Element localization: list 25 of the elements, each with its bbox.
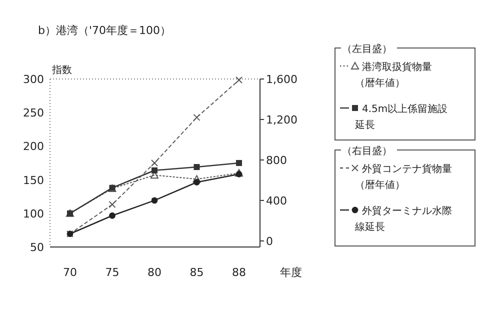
y2-tick-label: 1,600 xyxy=(266,73,298,86)
y-axis-title: 指数 xyxy=(51,64,72,76)
x-tick-label: 75 xyxy=(105,266,120,279)
x-axis-title: 年度 xyxy=(280,266,302,279)
y2-tick-label: 1,200 xyxy=(266,113,298,126)
y-tick-label: 200 xyxy=(23,140,44,154)
y-tick-label: 150 xyxy=(23,174,44,187)
x-tick-label: 70 xyxy=(63,266,77,279)
legend-label: 港湾取扱貨物量（暦年値） xyxy=(355,61,432,89)
legend-label: 外貿コンテナ貨物量（暦年値） xyxy=(355,163,452,191)
y-tick-label: 300 xyxy=(23,73,44,86)
text: （左目盛） xyxy=(342,43,392,55)
y-tick-label: 100 xyxy=(23,207,44,220)
y-tick-label: 250 xyxy=(23,106,44,120)
y2-tick-label: 800 xyxy=(266,154,287,167)
y2-tick-label: 400 xyxy=(266,194,287,208)
x-tick-label: 88 xyxy=(232,266,246,279)
chart-title: b）港湾（'70年度＝100） xyxy=(38,24,171,37)
x-tick-label: 85 xyxy=(190,266,204,279)
y2-tick-label: 0 xyxy=(266,234,273,248)
legend-label: 4.5m以上係留施設延長 xyxy=(354,103,448,131)
x-tick-label: 80 xyxy=(148,266,162,279)
y-tick-label: 50 xyxy=(30,241,44,254)
legend-label: 外貿ターミナル水際線延長 xyxy=(354,205,452,233)
text: （右目盛） xyxy=(342,145,392,157)
